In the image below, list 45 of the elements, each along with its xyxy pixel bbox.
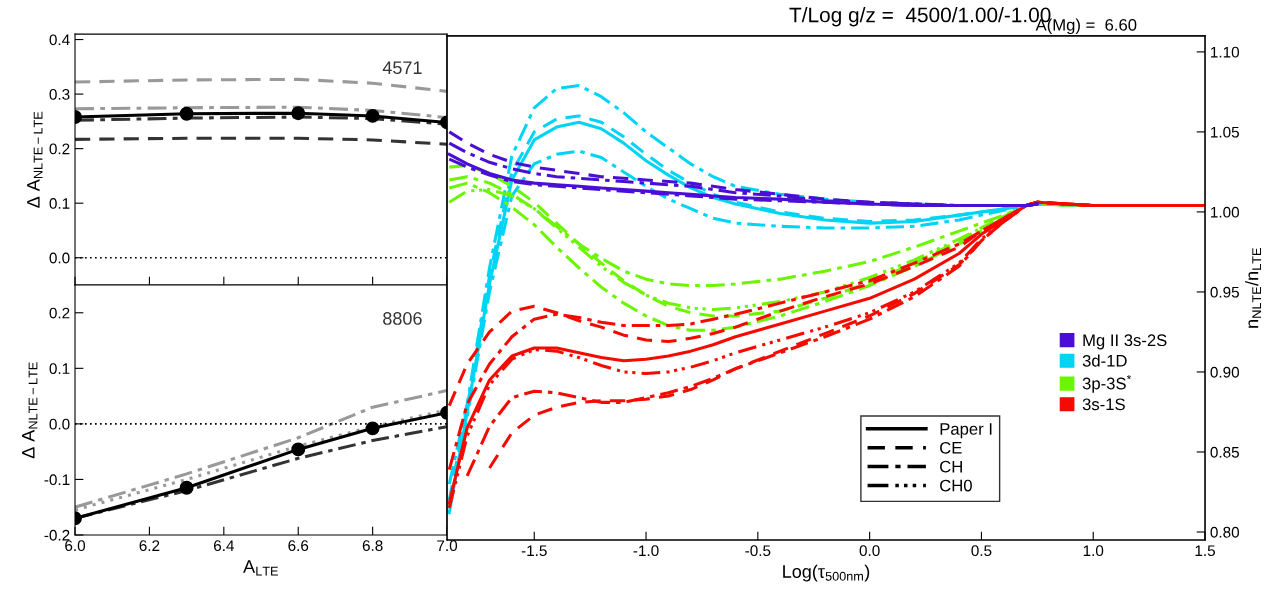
legend-label: 3d-1D <box>1082 354 1127 367</box>
y-axis-title: Δ A$_{NLTE−LTE}$ <box>27 111 43 208</box>
y-tick-label: 0.1 <box>49 198 70 209</box>
y-tick-label: 0.2 <box>49 143 70 155</box>
y-tick-label: -0.2 <box>44 529 70 541</box>
legend-label: CH0 <box>940 479 972 492</box>
x-axis-title: Log(τ$_{500nm}$) <box>783 564 870 582</box>
y2-axis-title: n$_{NLTE}$/n$_{LTE}$ <box>1245 248 1262 328</box>
x-tick-label: -1.5 <box>521 545 547 557</box>
legend-label: Mg II 3s-2S <box>1083 334 1167 350</box>
y-tick-label: 0.1 <box>49 363 70 375</box>
x-tick-label: 0.5 <box>971 545 992 557</box>
x-tick-label: 6.2 <box>139 540 160 552</box>
legend-label: CE <box>940 441 962 454</box>
legend-label: 3p-3S$^{*}$ <box>1082 375 1132 393</box>
x-tick-label: 6.4 <box>213 540 234 552</box>
x-axis-title: A$_{LTE}$ <box>243 560 278 576</box>
x-tick-label: 1.5 <box>1195 545 1216 557</box>
y-tick-label: 0.2 <box>49 307 70 319</box>
x-tick-label: 6.8 <box>362 540 383 552</box>
y-tick-label: 0.3 <box>49 88 70 100</box>
x-tick-label: 6.6 <box>288 540 309 552</box>
y2-tick-label: 1.00 <box>1211 206 1240 218</box>
y2-tick-label: 0.95 <box>1210 286 1239 298</box>
y2-tick-label: 1.05 <box>1211 126 1239 138</box>
annotation: 4571 <box>382 61 422 75</box>
legend-label: Paper I <box>940 423 992 439</box>
y-tick-label: 0.0 <box>49 418 70 430</box>
legend-label: CH <box>940 460 962 473</box>
x-tick-label: 7.0 <box>437 540 458 552</box>
y2-tick-label: 0.85 <box>1210 446 1239 458</box>
annotation: 8806 <box>383 312 422 325</box>
y2-tick-label: 1.10 <box>1211 46 1240 58</box>
y2-tick-label: 0.90 <box>1210 366 1240 378</box>
y-tick-label: 0.4 <box>49 34 70 46</box>
y2-tick-label: 0.80 <box>1210 526 1240 538</box>
x-tick-label: 6.0 <box>65 540 86 552</box>
x-tick-label: 0.0 <box>859 545 880 557</box>
x-tick-label: -0.5 <box>745 545 771 557</box>
x-tick-label: 1.0 <box>1083 545 1104 557</box>
y-tick-label: -0.1 <box>44 474 70 486</box>
legend-label: 3s-1S <box>1082 398 1125 411</box>
x-tick-label: -1.0 <box>633 545 659 557</box>
y-tick-label: 0.0 <box>49 252 70 264</box>
y-axis-title: Δ A$_{NLTE−LTE}$ <box>22 362 38 459</box>
